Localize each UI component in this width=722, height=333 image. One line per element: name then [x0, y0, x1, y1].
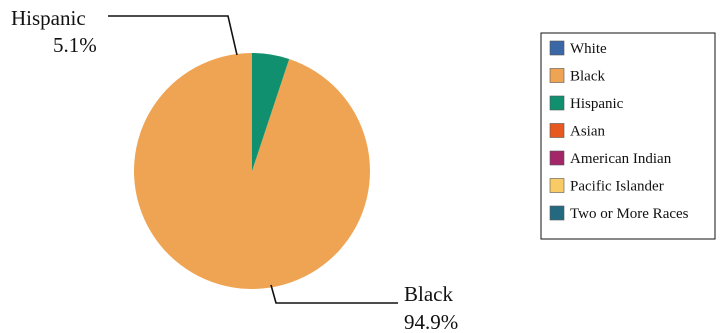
legend-label-american-indian: American Indian [570, 151, 672, 167]
hispanic-callout-name: Hispanic [11, 6, 86, 30]
black-callout-name: Black [404, 282, 453, 306]
legend-label-asian: Asian [570, 124, 605, 140]
legend-swatch-hispanic [549, 95, 565, 111]
pie-slices [133, 53, 370, 289]
hispanic-callout-value: 5.1% [53, 33, 97, 57]
black-leader-line [270, 284, 398, 304]
legend-swatch-asian [549, 123, 565, 138]
legend-swatch-american-indian [549, 150, 565, 166]
legend-box [540, 32, 716, 240]
pie-slice-black [133, 53, 370, 289]
legend-swatch-pacific-islander [549, 178, 565, 193]
legend-swatch-two-or-more-races [549, 205, 565, 221]
pie-slice-hispanic [252, 53, 290, 171]
legend-swatch-black [549, 68, 565, 83]
legend-label-two-or-more-races: Two or More Races [570, 206, 689, 222]
legend-swatch-white [549, 40, 565, 56]
legend-label-black: Black [570, 69, 605, 85]
black-callout-value: 94.9% [404, 310, 458, 333]
legend: White Black Hispanic Asian American Indian Pa… [549, 40, 689, 222]
legend-label-pacific-islander: Pacific Islander [570, 179, 664, 195]
legend-label-white: White [570, 41, 607, 57]
hispanic-leader-line [108, 15, 238, 56]
legend-label-hispanic: Hispanic [570, 96, 624, 112]
